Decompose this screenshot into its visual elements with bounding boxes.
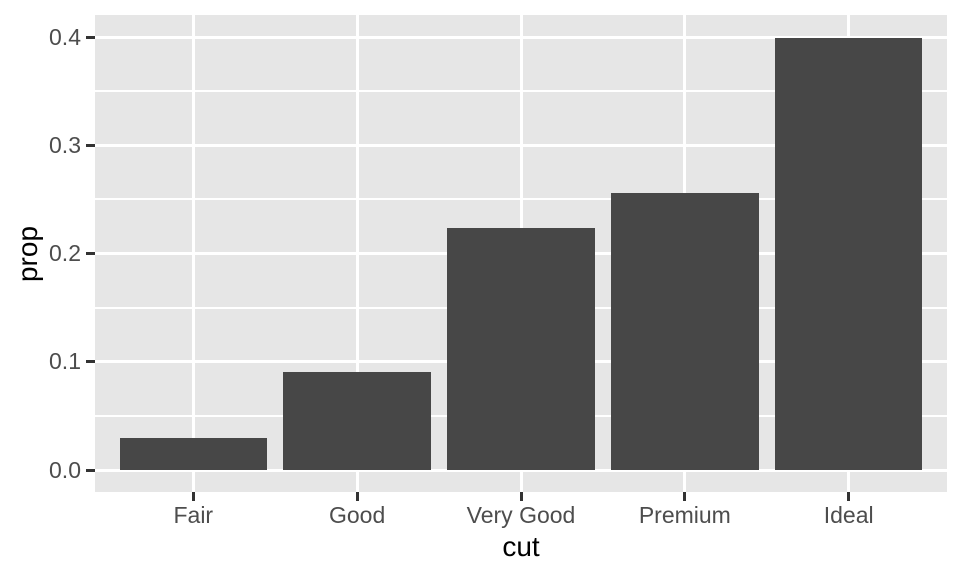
y-axis-tick-label: 0.3 [49,131,81,158]
bar-good [283,371,431,471]
x-axis-tick [847,491,851,501]
x-axis-tick [191,491,195,501]
x-axis-tick-label: Very Good [466,501,576,528]
y-axis-tick [86,252,95,256]
x-axis-tick [355,491,359,501]
x-axis-tick-label: Good [329,501,386,528]
chart-panel [95,15,947,492]
bar-ideal [774,38,923,471]
y-axis-tick-label: 0.2 [49,240,81,267]
x-axis-tick-label: Ideal [823,501,874,528]
gridline-major-x [191,15,195,492]
y-axis-tick-label: 0.4 [49,23,81,50]
x-axis-tick-label: Premium [638,501,731,528]
y-axis-tick-label: 0.1 [49,348,81,375]
bar-fair [119,437,268,471]
x-axis-tick-label: Fair [173,501,214,528]
y-axis-tick-label: 0.0 [49,456,81,483]
bar-very-good [447,227,595,471]
y-axis-tick [86,35,95,39]
y-axis-tick [86,468,95,472]
x-axis-tick [683,491,687,501]
x-axis-tick [519,491,523,501]
gridline-major-x [355,15,359,492]
bar-premium [611,192,759,471]
x-axis-title: cut [502,531,540,562]
y-axis-tick [86,360,95,364]
y-axis-tick [86,143,95,147]
